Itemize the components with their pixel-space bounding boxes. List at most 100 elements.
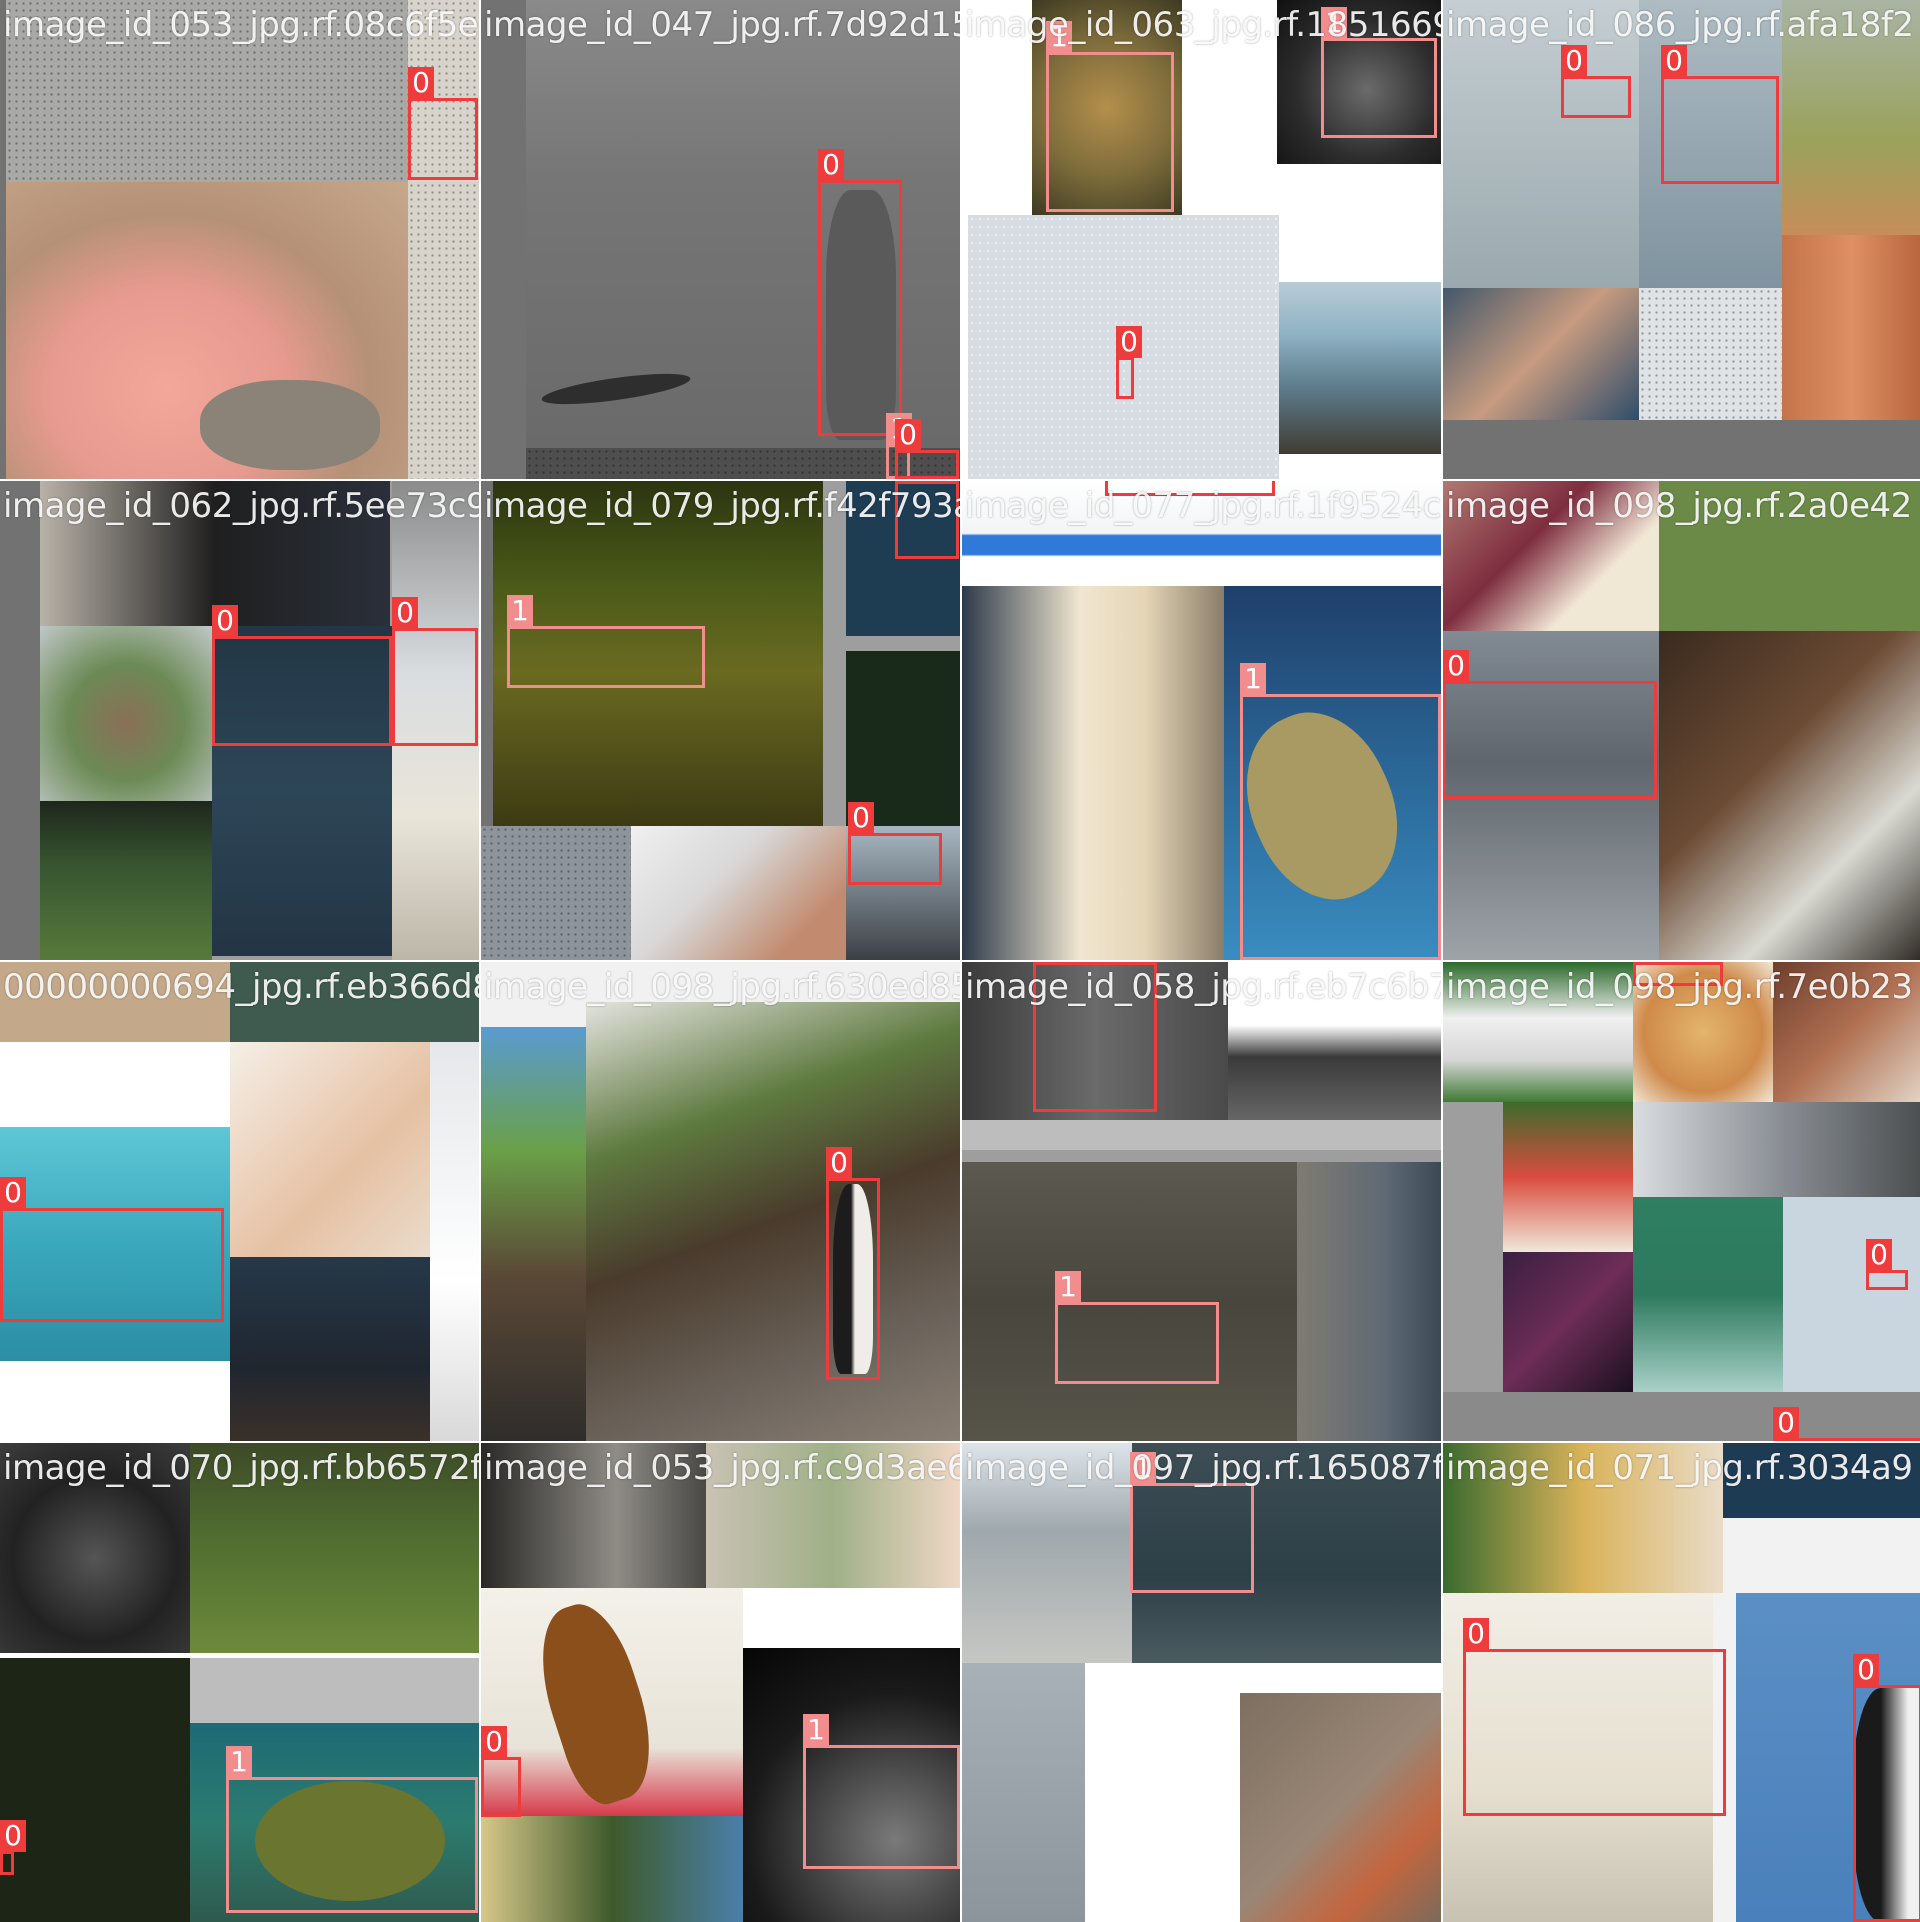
laptop-desk-photo (1659, 631, 1920, 960)
person-photo (1443, 481, 1659, 631)
paddock-photo (190, 1443, 479, 1653)
image-filename: image_id_058_jpg.rf.eb7c6b76f144d58 (965, 967, 1441, 1007)
tree-rock-photo (481, 1027, 586, 1441)
snowfield-photo (968, 215, 1279, 479)
paper-photo (1639, 288, 1782, 420)
mosaic-tile-12: 1 0 image_id_070_jpg.rf.bb6572f4ac755ec6… (0, 1443, 479, 1922)
bbox-0: 0 (826, 1147, 880, 1380)
pond-turtle-photo (962, 1162, 1297, 1441)
hand-photo (631, 826, 846, 960)
sea-turtle-reef-shape (255, 1781, 445, 1901)
mosaic-tile-2: 1 1 0 image_id_063_jpg.rf.18516697675b86… (962, 0, 1441, 479)
class-label: 0 (1463, 1618, 1489, 1650)
image-filename: image_id_071_jpg.rf.3034a9 (1446, 1448, 1913, 1488)
cave-photo (0, 962, 230, 1042)
mosaic-tile-6: 1 0 image_id_077_jpg.rf.1f9524c5f8e7d82f… (962, 481, 1441, 960)
mosaic-tile-8: 0 00000000694_jpg.rf.eb366d83291952f99a (0, 962, 479, 1441)
bbox-0: 0 (1561, 45, 1631, 118)
gray-sky-photo (962, 1663, 1085, 1922)
class-label: 0 (481, 1726, 507, 1758)
texture-photo (481, 1443, 706, 1588)
mosaic-tile-10: 0 1 image_id_058_jpg.rf.eb7c6b76f144d58 (962, 962, 1441, 1441)
tennis-photo (1633, 1197, 1783, 1392)
mosaic-tile-11: 0 0 0 image_id_098_jpg.rf.7e0b23 (1443, 962, 1920, 1441)
image-filename: image_id_070_jpg.rf.bb6572f4ac755ec687d (3, 1448, 479, 1488)
class-label: 0 (1443, 650, 1469, 682)
image-filename: image_id_086_jpg.rf.afa18f2 (1446, 5, 1914, 45)
penguin-on-rock-shape (833, 1184, 873, 1374)
street-photo (962, 586, 1224, 960)
bbox-1: 0 (392, 597, 478, 746)
image-filename: image_id_077_jpg.rf.1f9524c5f8e7d82f3 (965, 486, 1441, 526)
class-label: 0 (848, 802, 874, 834)
bbox-0: 0 (1463, 1618, 1726, 1816)
speckled-water-photo (1132, 1443, 1441, 1663)
cliff-photo (586, 1002, 960, 1441)
mosaic-tile-15: 0 0 image_id_071_jpg.rf.3034a9 (1443, 1443, 1920, 1922)
bbox-1: 0 (1105, 481, 1275, 496)
bbox-0: 1 (507, 595, 705, 688)
bbox-1: 0 (0, 1820, 26, 1875)
class-label: 1 (1046, 21, 1072, 53)
class-label: 0 (1033, 962, 1059, 963)
class-label: 0 (1853, 1654, 1879, 1686)
field-photo (40, 801, 212, 960)
pirate-cat-photo (0, 1443, 190, 1653)
dark-water-photo (1723, 1443, 1920, 1518)
bedroom-photo (40, 481, 390, 626)
image-filename: image_id_097_jpg.rf.165087f9a69fb46187 (965, 1448, 1441, 1488)
mosaic-tile-13: 0 1 image_id_053_jpg.rf.c9d3ae67a9ed2397 (481, 1443, 960, 1922)
dish-photo (1773, 962, 1920, 1102)
class-label: 0 (0, 1820, 26, 1852)
bbox-1: 0 (1853, 1654, 1920, 1922)
image-filename: image_id_053_jpg.rf.08c6f5e57e617d80a0a9… (3, 5, 479, 45)
bbox-0: 1 (226, 1746, 478, 1913)
penguin-swim-photo (212, 626, 392, 956)
cat-shape (200, 380, 380, 470)
mosaic-tile-0: 0 image_id_053_jpg.rf.08c6f5e57e617d80a0… (0, 0, 479, 479)
class-label: 0 (826, 1147, 852, 1179)
bbox-0: 0 (1443, 650, 1657, 799)
bbox-1: 1 (803, 1714, 960, 1869)
image-filename: image_id_047_jpg.rf.7d92d1593c6c (484, 5, 960, 45)
class-label: 0 (1773, 1407, 1799, 1439)
underwater-photo (0, 1127, 230, 1361)
graffiti-photo (962, 1443, 1132, 1663)
mosaic-tile-1: 0 1 0 image_id_047_jpg.rf.7d92d1593c6c (481, 0, 960, 479)
bbox-0: 1 (1046, 21, 1174, 212)
bbox-0: 0 (481, 1726, 521, 1817)
bbox-0: 0 (818, 149, 902, 436)
bbox-1: 0 (895, 481, 959, 559)
mosaic-tile-14: 1 image_id_097_jpg.rf.165087f9a69fb46187 (962, 1443, 1441, 1922)
bbox-0: 0 (408, 67, 478, 180)
concert-photo (1503, 1252, 1633, 1392)
class-label: 1 (1240, 663, 1266, 695)
class-label: 1 (803, 1714, 829, 1746)
class-label: 0 (212, 605, 238, 637)
grass-photo (1659, 481, 1920, 631)
wall-photo (481, 826, 631, 960)
penguin-gray-photo (962, 962, 1228, 1120)
mosaic-tile-5: 1 0 0 image_id_079_jpg.rf.f42f793a9f58 (481, 481, 960, 960)
landscape-photo (1782, 0, 1920, 235)
tortoise-dark-photo (743, 1648, 960, 1922)
class-label: 0 (1661, 45, 1687, 77)
mosaic-tile-7: 0 image_id_098_jpg.rf.2a0e42 (1443, 481, 1920, 960)
bbox-0: 0 (0, 1177, 224, 1322)
class-label: 0 (818, 149, 844, 181)
bbox-0: 1 (1240, 663, 1441, 960)
bbox-2: 0 (848, 802, 942, 885)
harbor-night-photo (230, 1257, 430, 1441)
feet-photo (230, 1042, 430, 1257)
water-wave-photo (1443, 631, 1659, 960)
grass-closeup-photo (706, 1443, 960, 1588)
baseball-photo (1443, 962, 1633, 1102)
bbox-1: 1 (1055, 1271, 1219, 1384)
car-mirror-photo (6, 0, 408, 182)
bird-photo-strip (408, 0, 479, 479)
class-label: 0 (408, 67, 434, 99)
bbox-1: 0 (1661, 45, 1779, 184)
dark-forest-photo (0, 1658, 190, 1922)
image-filename: image_id_063_jpg.rf.18516697675b86c4e17b (965, 5, 1441, 45)
